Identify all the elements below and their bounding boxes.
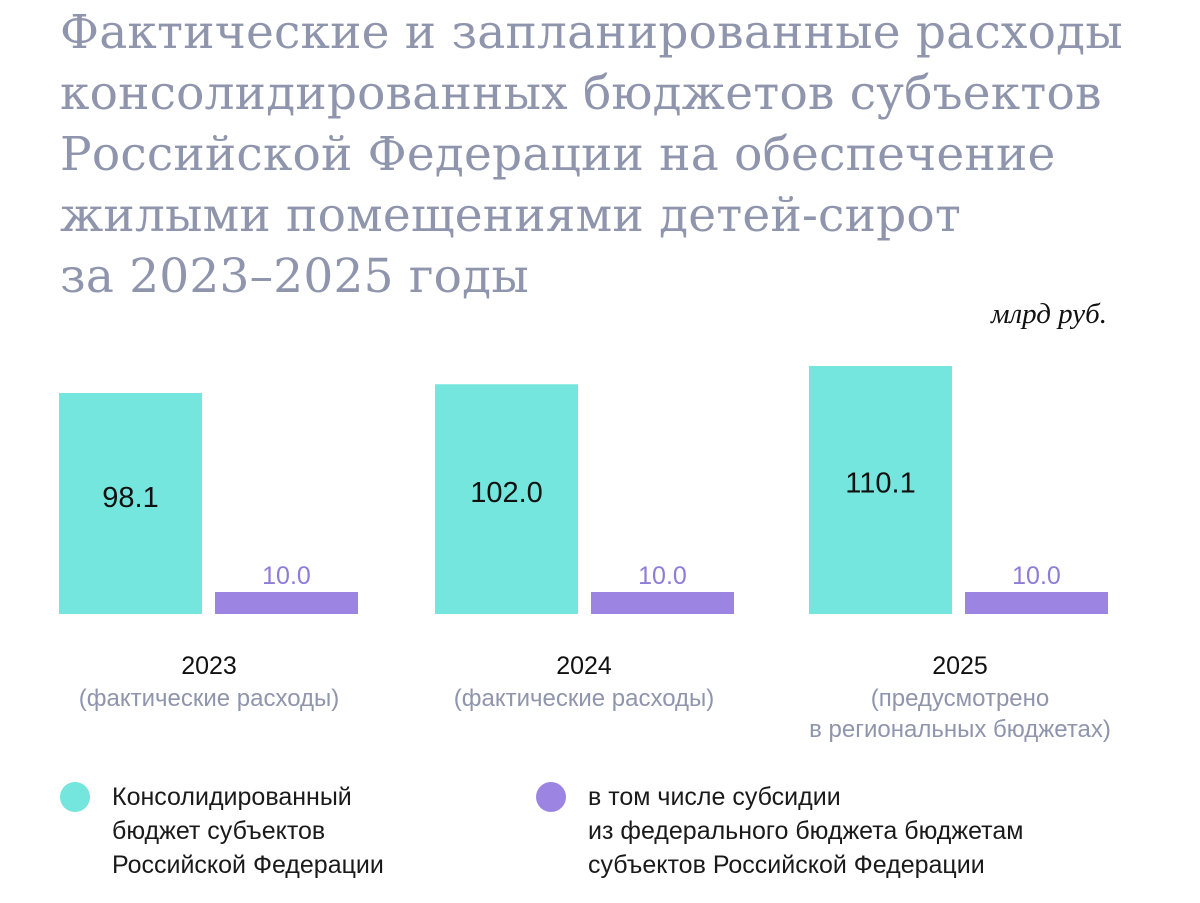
data-label-subsidy: 10.0	[1012, 562, 1061, 590]
bar-consolidated	[809, 366, 952, 614]
bar-consolidated	[435, 384, 578, 614]
bar-consolidated	[59, 393, 202, 614]
chart-title: Фактические и запланированные расходы ко…	[60, 2, 1170, 307]
bar-subsidy	[215, 592, 358, 614]
category-label: 2024	[556, 652, 612, 680]
chart-title-line: Фактические и запланированные расходы	[60, 5, 1123, 60]
bar-chart: 98.1 10.0 2023 (фактические расходы) 102.0 10…	[59, 366, 1111, 743]
chart-title-line: за 2023–2025 годы	[60, 249, 529, 304]
category-label: 2023	[181, 652, 237, 680]
chart-title-line: жилыми помещениями детей-сирот	[60, 188, 962, 243]
data-label-consolidated: 98.1	[102, 482, 158, 514]
data-label-subsidy: 10.0	[262, 562, 311, 590]
category-note: (предусмотрено	[871, 685, 1050, 712]
legend-label-line: бюджет субъектов	[112, 817, 326, 845]
legend-swatch-subsidy	[536, 782, 566, 812]
legend-label-line: в том числе субсидии	[588, 783, 841, 811]
bar-subsidy	[965, 592, 1108, 614]
chart-title-line: Российской Федерации на обеспечение	[60, 127, 1056, 182]
legend-label: в том числе субсидии из федерального бюд…	[588, 780, 1023, 882]
legend-swatch-consolidated	[60, 782, 90, 812]
bar-subsidy	[591, 592, 734, 614]
data-label-consolidated: 102.0	[470, 477, 543, 509]
category-note: в региональных бюджетах)	[809, 716, 1111, 743]
legend-label-line: субъектов Российской Федерации	[588, 851, 985, 879]
data-label-subsidy: 10.0	[638, 562, 687, 590]
legend-label-line: из федерального бюджета бюджетам	[588, 817, 1024, 845]
legend-label-line: Российской Федерации	[112, 851, 384, 879]
data-label-consolidated: 110.1	[845, 468, 915, 500]
unit-label: млрд руб.	[990, 298, 1107, 330]
category-label: 2025	[932, 652, 988, 680]
chart-title-line: консолидированных бюджетов субъектов	[60, 66, 1102, 121]
category-note: (фактические расходы)	[454, 685, 715, 712]
legend-label: Консолидированный бюджет субъектов Росси…	[112, 780, 384, 882]
category-note: (фактические расходы)	[79, 685, 340, 712]
legend-label-line: Консолидированный	[112, 783, 352, 811]
